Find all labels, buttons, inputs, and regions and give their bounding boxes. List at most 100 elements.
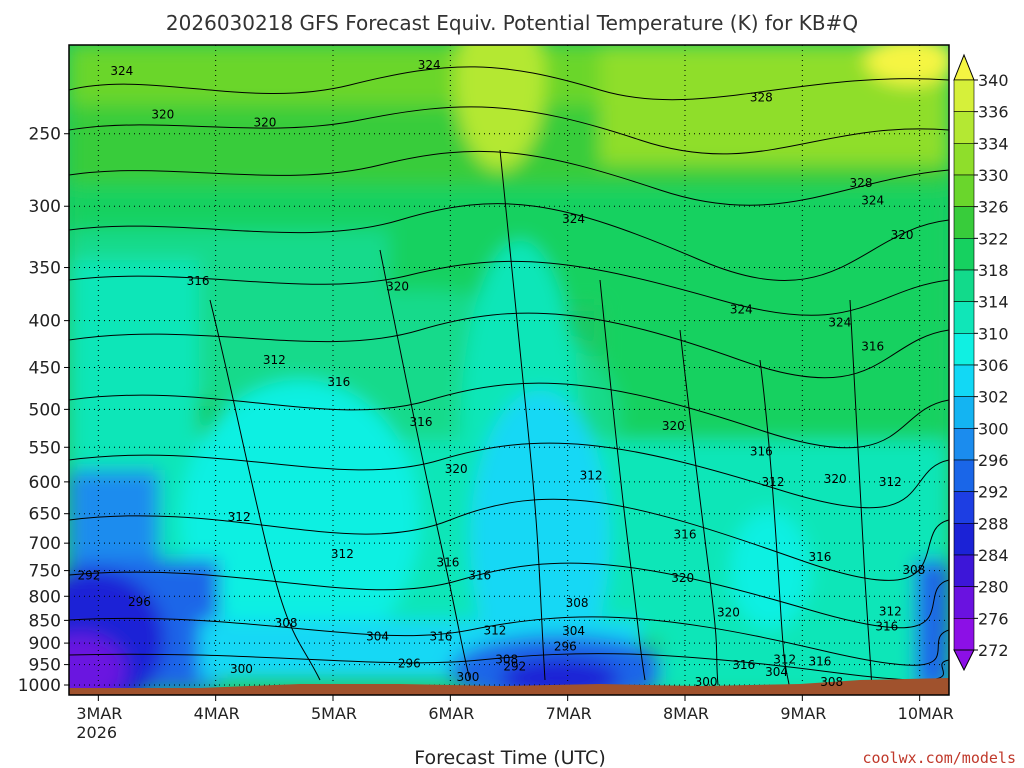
y-tick-label: 850 (29, 611, 61, 631)
contour-label: 316 (674, 527, 697, 541)
contour-line (69, 260, 949, 316)
contour-label: 296 (128, 595, 151, 609)
x-tick-label: 5MAR (311, 704, 357, 723)
colorbar-label: 284 (978, 546, 1009, 565)
contour-label: 316 (875, 620, 898, 634)
contour-label: 304 (562, 624, 585, 638)
contour-label: 324 (828, 316, 851, 330)
colorbar-label: 272 (978, 641, 1009, 660)
contour-label: 308 (566, 596, 589, 610)
x-tick-label: 8MAR (663, 704, 709, 723)
colorbar-label: 310 (978, 324, 1009, 343)
contour-label: 316 (750, 444, 773, 458)
colorbar-top-arrow (953, 53, 975, 81)
contour-label: 320 (717, 606, 740, 620)
colorbar-segment (953, 554, 975, 587)
contour-label: 312 (228, 510, 251, 524)
contour-label: 320 (891, 228, 914, 242)
colorbar-segment (953, 269, 975, 302)
y-tick-label: 400 (29, 312, 61, 332)
contour-label: 316 (468, 568, 491, 582)
x-tick-year: 2026 (76, 723, 117, 742)
colorbar-label: 292 (978, 483, 1009, 502)
contour-label: 328 (850, 176, 873, 190)
credit-text: coolwx.com/models (862, 749, 1016, 767)
colorbar-label: 300 (978, 419, 1009, 438)
colorbar-segment (953, 238, 975, 271)
colorbar-segment (953, 174, 975, 207)
contour-label: 324 (730, 303, 753, 317)
chart-title: 2026030218 GFS Forecast Equiv. Potential… (166, 11, 858, 35)
contour-label: 300 (230, 662, 253, 676)
contour-label: 312 (263, 353, 286, 367)
plot-area: 324 320 320 324 328 328 324 324 320 316 320 324 324 3… (69, 45, 949, 695)
contour-label: 316 (187, 274, 210, 288)
colorbar-label: 322 (978, 229, 1009, 248)
contour-label: 308 (495, 653, 518, 667)
y-tick-label: 950 (29, 656, 61, 676)
contour-line (69, 498, 949, 581)
contour-label: 312 (580, 469, 603, 483)
colorbar-bottom-arrow (953, 649, 975, 672)
contour-label: 324 (861, 194, 884, 208)
field-low-cyan-a (180, 380, 420, 660)
y-tick-label: 1000 (18, 676, 61, 696)
contour-label: 296 (398, 657, 421, 671)
contour-label: 312 (773, 653, 796, 667)
field-low-cyan-c (730, 510, 810, 630)
terrain (69, 678, 949, 695)
colorbar-segment (953, 206, 975, 239)
x-tick-label: 10MAR (898, 704, 954, 723)
field-right-blue (915, 560, 949, 690)
contour-label: 292 (77, 568, 100, 582)
contour-label: 296 (554, 640, 577, 654)
contour-line (69, 150, 949, 206)
contour-label: 324 (562, 212, 585, 226)
colorbar-segment (953, 523, 975, 556)
field-mid-right (600, 300, 949, 450)
contour-label: 328 (750, 91, 773, 105)
contour-label: 316 (808, 655, 831, 669)
contour-line (599, 279, 646, 681)
contour-label: 316 (429, 630, 452, 644)
contour-label: 316 (732, 658, 755, 672)
colorbar-segment (953, 333, 975, 366)
plot-frame (68, 44, 950, 696)
x-tick-label: 4MAR (194, 704, 240, 723)
contour-line (69, 616, 949, 666)
contour-label: 320 (151, 108, 174, 122)
colorbar-label: 334 (978, 134, 1009, 153)
contour-label: 308 (275, 616, 298, 630)
field-upper-peak (455, 45, 545, 170)
contour-line (209, 299, 321, 681)
y-tick-label: 300 (29, 197, 61, 217)
contour-label: 308 (820, 675, 843, 689)
field-low-cyan-b (470, 390, 610, 690)
contour-line (69, 66, 949, 101)
contour-label: 316 (437, 555, 460, 569)
contour-label: 320 (671, 571, 694, 585)
contour-line (849, 299, 873, 691)
x-tick-label: 3MAR (76, 704, 122, 723)
y-axis: 250 300 350 400 450 500 550 600 650 700 750 800 850 9… (18, 125, 69, 696)
colorbar-label: 326 (978, 198, 1009, 217)
colorbar-segment (953, 301, 975, 334)
field-cold-pool-b (69, 635, 125, 695)
y-tick-label: 600 (29, 473, 61, 493)
y-tick-label: 500 (29, 400, 61, 420)
colorbar-label: 288 (978, 514, 1009, 533)
y-tick-label: 800 (29, 587, 61, 607)
colorbar-segment (953, 364, 975, 397)
colorbar-segment (953, 491, 975, 524)
theta-e-field (69, 45, 949, 695)
colorbar: 340 336 334 330 326 322 318 314 310 306 302 300 296 2… (953, 53, 1009, 672)
contour-line (499, 149, 546, 681)
contour-label: 316 (861, 339, 884, 353)
colorbar-label: 296 (978, 451, 1009, 470)
contour-label: 312 (762, 475, 785, 489)
colorbar-segment (953, 586, 975, 619)
contour-label: 320 (445, 462, 468, 476)
contour-line (759, 359, 791, 691)
contour-label: 300 (456, 670, 479, 684)
